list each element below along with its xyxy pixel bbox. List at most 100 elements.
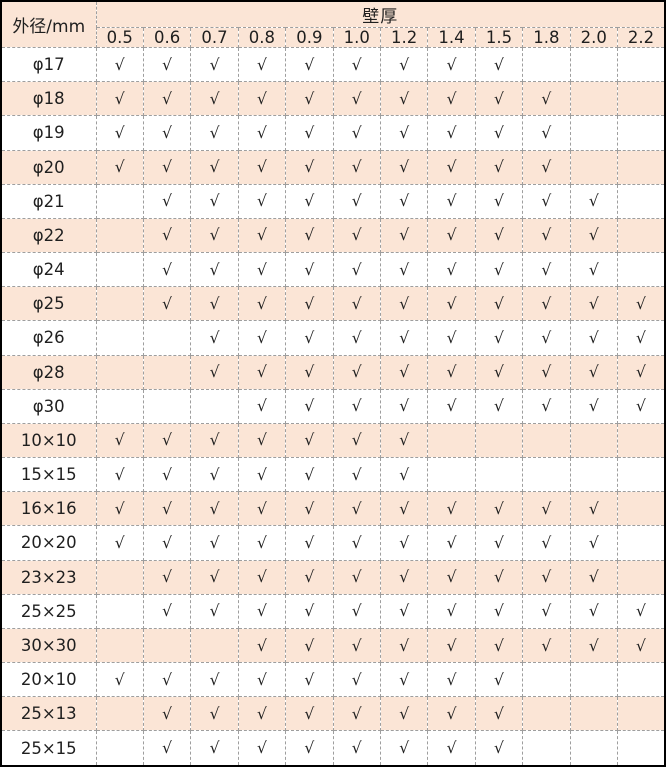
check-cell: √ <box>332 730 381 767</box>
empty-cell <box>569 81 618 117</box>
table-row: φ19 √ √ √ √ √ √ √ √ √ √ <box>0 115 666 151</box>
check-cell: √ <box>142 115 192 151</box>
row-label: 15×15 <box>0 457 97 493</box>
check-cell: √ <box>332 217 381 254</box>
thickness-col-header: 1.5 <box>474 27 524 48</box>
thickness-col-header: 1.8 <box>522 27 571 48</box>
empty-cell <box>616 559 666 595</box>
thickness-col-header: 0.8 <box>237 27 287 48</box>
check-cell: √ <box>332 696 381 732</box>
check-cell: √ <box>285 422 334 459</box>
check-cell: √ <box>427 354 476 390</box>
check-cell: √ <box>237 149 287 185</box>
check-cell: √ <box>427 559 476 595</box>
empty-cell <box>616 217 666 254</box>
row-label: 25×15 <box>0 730 97 767</box>
check-cell: √ <box>427 388 476 424</box>
check-cell: √ <box>142 252 192 288</box>
check-cell: √ <box>616 593 666 629</box>
check-cell: √ <box>237 46 287 83</box>
check-cell: √ <box>237 559 287 595</box>
check-cell: √ <box>569 252 618 288</box>
check-cell: √ <box>95 525 144 561</box>
thickness-col-header: 0.6 <box>142 27 192 48</box>
row-label: 16×16 <box>0 491 97 527</box>
row-label: φ26 <box>0 320 97 356</box>
check-cell: √ <box>379 46 429 83</box>
thickness-col-header: 1.4 <box>427 27 476 48</box>
empty-cell <box>474 422 524 459</box>
check-cell: √ <box>285 81 334 117</box>
check-cell: √ <box>522 286 571 322</box>
check-cell: √ <box>237 354 287 390</box>
check-cell: √ <box>332 662 381 698</box>
row-label: φ24 <box>0 252 97 288</box>
check-cell: √ <box>95 149 144 185</box>
table-row: 25×15 √ √ √ √ √ √ √ √ <box>0 730 666 767</box>
empty-cell <box>616 183 666 219</box>
check-cell: √ <box>474 354 524 390</box>
empty-cell <box>616 422 666 459</box>
check-cell: √ <box>142 81 192 117</box>
check-cell: √ <box>190 593 239 629</box>
check-cell: √ <box>474 320 524 356</box>
check-cell: √ <box>237 320 287 356</box>
check-cell: √ <box>332 81 381 117</box>
thickness-col-header: 0.7 <box>190 27 239 48</box>
empty-cell <box>190 388 239 424</box>
table-row: φ18 √ √ √ √ √ √ √ √ √ √ <box>0 81 666 117</box>
thickness-col-header: 1.0 <box>332 27 381 48</box>
check-cell: √ <box>379 559 429 595</box>
header-group-row: 外径/mm 壁厚 <box>0 0 666 48</box>
table-row: 20×10 √ √ √ √ √ √ √ √ √ <box>0 662 666 698</box>
table-row: φ25 √ √ √ √ √ √ √ √ √ √ √ <box>0 286 666 322</box>
check-cell: √ <box>332 627 381 664</box>
empty-cell <box>522 696 571 732</box>
row-label: φ17 <box>0 46 97 83</box>
row-label: 25×13 <box>0 696 97 732</box>
table-row: 30×30 √ √ √ √ √ √ √ √ √ <box>0 627 666 664</box>
check-cell: √ <box>379 286 429 322</box>
check-cell: √ <box>474 46 524 83</box>
check-cell: √ <box>237 696 287 732</box>
empty-cell <box>616 696 666 732</box>
check-cell: √ <box>569 525 618 561</box>
check-cell: √ <box>569 183 618 219</box>
check-cell: √ <box>569 593 618 629</box>
check-cell: √ <box>522 593 571 629</box>
check-cell: √ <box>616 354 666 390</box>
check-cell: √ <box>616 388 666 424</box>
check-cell: √ <box>379 730 429 767</box>
check-cell: √ <box>427 593 476 629</box>
table-row: φ17 √ √ √ √ √ √ √ √ √ <box>0 46 666 83</box>
check-cell: √ <box>332 46 381 83</box>
empty-cell <box>616 525 666 561</box>
table-row: φ30 √ √ √ √ √ √ √ √ √ <box>0 388 666 424</box>
check-cell: √ <box>285 252 334 288</box>
check-cell: √ <box>285 730 334 767</box>
check-cell: √ <box>237 422 287 459</box>
check-cell: √ <box>427 149 476 185</box>
row-label: φ22 <box>0 217 97 254</box>
check-cell: √ <box>190 217 239 254</box>
check-cell: √ <box>379 354 429 390</box>
empty-cell <box>569 422 618 459</box>
check-cell: √ <box>522 491 571 527</box>
check-cell: √ <box>237 81 287 117</box>
check-cell: √ <box>522 149 571 185</box>
check-cell: √ <box>95 422 144 459</box>
check-cell: √ <box>190 457 239 493</box>
row-label: φ25 <box>0 286 97 322</box>
check-cell: √ <box>95 115 144 151</box>
check-cell: √ <box>95 457 144 493</box>
check-cell: √ <box>332 422 381 459</box>
check-cell: √ <box>427 46 476 83</box>
check-cell: √ <box>190 525 239 561</box>
row-label: 23×23 <box>0 559 97 595</box>
check-cell: √ <box>285 286 334 322</box>
check-cell: √ <box>569 491 618 527</box>
thickness-col-header: 2.2 <box>616 27 666 48</box>
check-cell: √ <box>142 183 192 219</box>
empty-cell <box>95 730 144 767</box>
check-cell: √ <box>142 730 192 767</box>
